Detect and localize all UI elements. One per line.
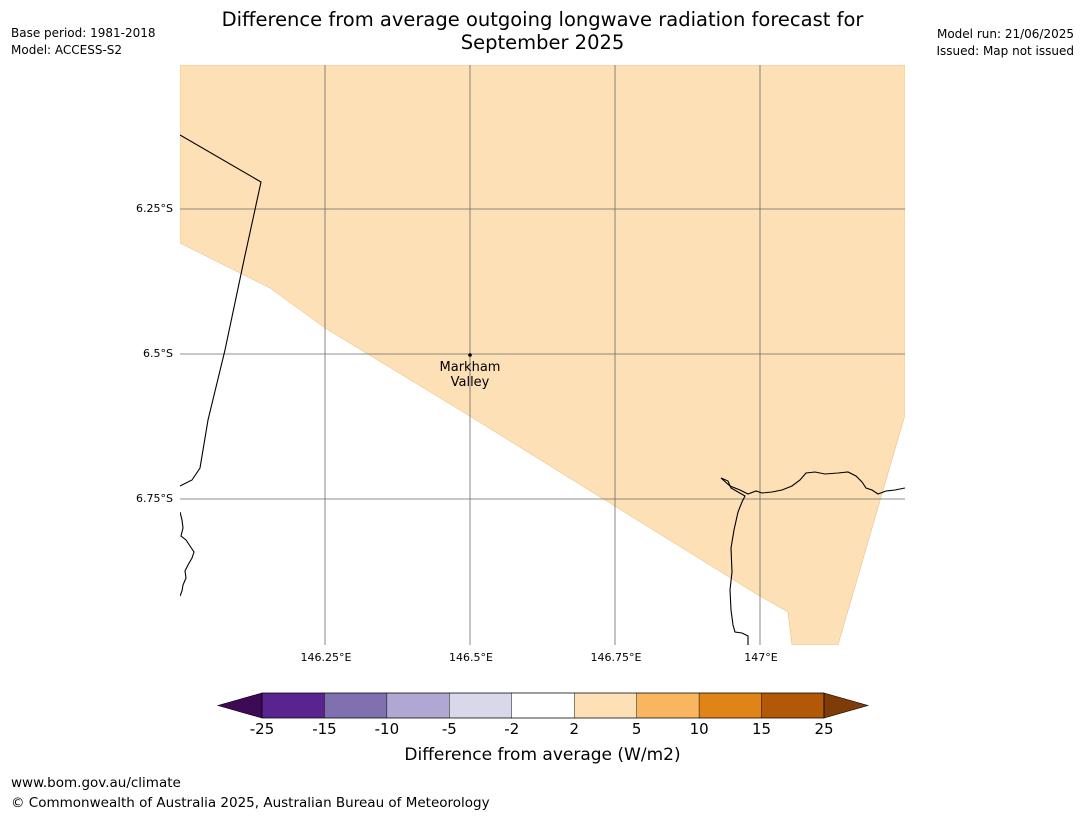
- colorbar-segment: [698, 692, 762, 719]
- colorbar-segment: [511, 692, 575, 719]
- lon-label-146-5: 146.5°E: [449, 651, 493, 664]
- title-line-2: September 2025: [460, 31, 625, 54]
- lat-label-6-25: 6.25°S: [136, 202, 173, 215]
- colorbar-segment: [386, 692, 450, 719]
- colorbar-tick-label: -25: [249, 720, 275, 738]
- colorbar-tick-label: -10: [374, 720, 400, 738]
- place-label-line-2: Valley: [450, 375, 490, 390]
- lon-label-146-25: 146.25°E: [300, 651, 352, 664]
- colorbar-tick-label: -5: [441, 720, 457, 738]
- issued-text: Issued: Map not issued: [936, 44, 1074, 58]
- place-label-line-1: Markham: [439, 360, 501, 375]
- colorbar-segment: [324, 692, 388, 719]
- colorbar-segment: [761, 692, 825, 719]
- colorbar-segment: [449, 692, 512, 719]
- lat-label-6-75: 6.75°S: [136, 492, 173, 505]
- place-label: Markham Valley: [425, 360, 515, 390]
- colorbar-segment: [574, 692, 637, 719]
- colorbar-frame: [261, 692, 825, 719]
- colorbar-tick-label: -2: [504, 720, 520, 738]
- colorbar-tick-label: -15: [312, 720, 337, 738]
- model-run-text: Model run: 21/06/2025: [936, 27, 1074, 41]
- coastline-east: [720, 471, 905, 495]
- model-text: Model: ACCESS-S2: [11, 43, 123, 57]
- base-period-text: Base period: 1981-2018: [11, 26, 156, 40]
- footer-copyright: © Commonwealth of Australia 2025, Austra…: [11, 795, 490, 811]
- coastline-west: [180, 511, 195, 597]
- footer-url: www.bom.gov.au/climate: [11, 775, 181, 791]
- colorbar-label: Difference from average (W/m2): [404, 745, 681, 765]
- title-line-1: Difference from average outgoing longwav…: [221, 8, 864, 31]
- lon-label-146-75: 146.75°E: [590, 651, 642, 664]
- colorbar-extend-low: [216, 692, 263, 719]
- border-line: [180, 134, 262, 487]
- markham-valley-marker: [468, 353, 472, 357]
- colorbar-extend-high: [823, 692, 870, 719]
- colorbar-tick-label: 2: [569, 720, 579, 738]
- lat-label-6-5: 6.5°S: [143, 347, 173, 360]
- lon-label-147: 147°E: [744, 651, 778, 664]
- map-title: Difference from average outgoing longwav…: [150, 8, 935, 54]
- anomaly-shading: [180, 65, 905, 645]
- colorbar-tick-label: 15: [752, 720, 772, 738]
- colorbar-segment: [636, 692, 700, 719]
- river-east: [720, 477, 749, 645]
- colorbar-segment: [261, 692, 325, 719]
- colorbar-tick-label: 25: [814, 720, 834, 738]
- colorbar-tick-label: 5: [631, 720, 642, 738]
- colorbar-tick-label: 10: [689, 720, 709, 738]
